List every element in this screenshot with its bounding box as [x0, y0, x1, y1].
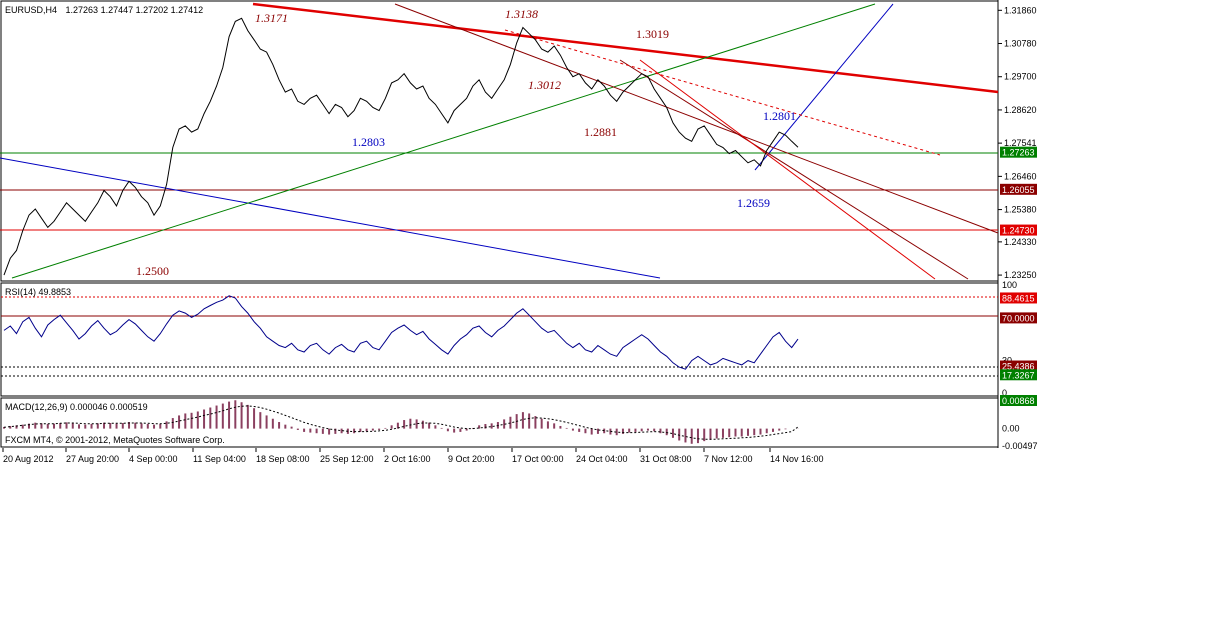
- time-tick-label: 4 Sep 00:00: [129, 454, 178, 464]
- macd-panel-border: [0, 397, 999, 448]
- price-annotation: 1.2659: [737, 196, 770, 210]
- macd-signal-line: [3, 405, 799, 440]
- price-annotation: 1.2500: [136, 264, 169, 278]
- time-tick-label: 27 Aug 20:00: [66, 454, 119, 464]
- price-tag-bg: [1000, 146, 1037, 158]
- rsi-label: RSI(14) 49.8853: [5, 287, 71, 297]
- price-line: [3, 17, 799, 276]
- time-tick-label: 25 Sep 12:00: [320, 454, 374, 464]
- time-tick-label: 11 Sep 04:00: [193, 454, 246, 464]
- macd-tag-bg: [1000, 395, 1037, 406]
- price-tag-label: 1.24730: [1002, 226, 1035, 236]
- price-annotation: 1.3012: [528, 78, 561, 92]
- symbol-label: EURUSD,H4 1.27263 1.27447 1.27202 1.2741…: [5, 5, 203, 15]
- rsi-level-tag-bg: [1000, 312, 1037, 324]
- rsi-tick-label: 0: [1002, 388, 1007, 398]
- time-tick-label: 24 Oct 04:00: [576, 454, 628, 464]
- channel-upper-line[interactable]: [394, 3, 999, 234]
- price-tick-label: 1.28620: [1004, 105, 1037, 115]
- macd-scale: 0.00 0.00868 -0.00497: [1000, 395, 1038, 451]
- macd-tick-label: 0.00: [1002, 424, 1020, 434]
- channel-lower-line[interactable]: [619, 59, 969, 280]
- time-axis: 20 Aug 2012 27 Aug 20:00 4 Sep 00:00 11 Sep…: [2, 448, 824, 464]
- price-annotation: 1.2803: [352, 135, 385, 149]
- rsi-level-tag: 88.4615: [1002, 293, 1035, 303]
- rsi-tick-label: 100: [1002, 280, 1017, 290]
- price-tick-label: 1.24330: [1004, 237, 1037, 247]
- main-panel-border: [0, 0, 999, 282]
- macd-label: MACD(12,26,9) 0.000046 0.000519: [5, 402, 148, 412]
- chart-background: [0, 0, 998, 462]
- blue-trendline-down[interactable]: [0, 157, 661, 279]
- drawn-objects: [0, 2, 999, 280]
- rsi-level-tag: 25.4386: [1002, 362, 1035, 372]
- price-tick-label: 1.29700: [1004, 72, 1037, 82]
- time-tick-label: 2 Oct 16:00: [384, 454, 431, 464]
- price-tick-label: 1.25380: [1004, 205, 1037, 215]
- price-annotation: 1.3019: [636, 27, 669, 41]
- price-tag-bg: [1000, 183, 1037, 195]
- rsi-level-tag-bg: [1000, 369, 1037, 381]
- rsi-level-tag-bg: [1000, 360, 1037, 372]
- time-tick-label: 20 Aug 2012: [3, 454, 54, 464]
- time-tick-label: 9 Oct 20:00: [448, 454, 495, 464]
- price-annotation: 1.2881: [584, 125, 617, 139]
- price-tags: 1.27263 1.26055 1.24730: [1000, 146, 1037, 236]
- macd-tag: -0.00497: [1002, 441, 1038, 451]
- price-tick-label: 1.27541: [1004, 138, 1037, 148]
- price-annotation: 1.3138: [505, 7, 538, 21]
- rsi-line: [3, 295, 799, 370]
- price-tag-label: 1.27263: [1002, 148, 1035, 158]
- price-tick-label: 1.30780: [1004, 39, 1037, 49]
- price-annotation: 1.2801: [763, 109, 796, 123]
- rsi-level-tag-bg: [1000, 292, 1037, 304]
- macd-tag: 0.00868: [1002, 396, 1035, 406]
- time-tick-label: 14 Nov 16:00: [770, 454, 824, 464]
- time-tick-label: 17 Oct 00:00: [512, 454, 564, 464]
- rsi-level-tag: 70.0000: [1002, 313, 1035, 323]
- copyright-text: FXCM MT4, © 2001-2012, MetaQuotes Softwa…: [5, 435, 225, 445]
- main-resistance-trendline[interactable]: [252, 2, 999, 94]
- price-scale: 1.31860 1.30780 1.29700 1.28620 1.27541 1.264…: [998, 5, 1037, 280]
- price-tick-label: 1.23250: [1004, 270, 1037, 280]
- price-tick-label: 1.26460: [1004, 171, 1037, 181]
- blue-trendline-up[interactable]: [754, 3, 894, 171]
- time-tick-label: 7 Nov 12:00: [704, 454, 753, 464]
- fan-line-red[interactable]: [639, 59, 936, 280]
- price-tag-bg: [1000, 224, 1037, 236]
- rsi-panel-border: [0, 282, 999, 397]
- time-tick-label: 18 Sep 08:00: [256, 454, 310, 464]
- rsi-level-tag: 17.3267: [1002, 370, 1035, 380]
- price-tick-label: 1.31860: [1004, 5, 1037, 15]
- price-annotations: 1.3171 1.3138 1.3019 1.3012 1.2881 1.2801 1.28…: [136, 7, 796, 278]
- price-annotation: 1.3171: [255, 11, 288, 25]
- green-trendline-up[interactable]: [11, 3, 876, 279]
- time-tick-label: 31 Oct 08:00: [640, 454, 692, 464]
- price-tag-label: 1.26055: [1002, 185, 1035, 195]
